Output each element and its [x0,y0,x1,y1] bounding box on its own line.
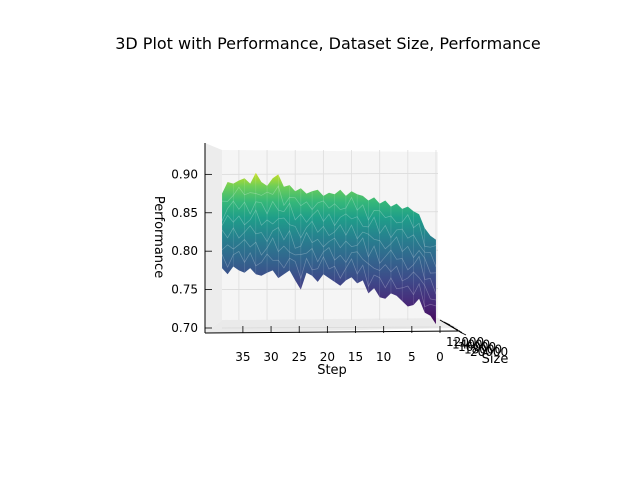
grid-line [221,172,439,175]
axes [204,143,467,336]
y-tick-label: 18000 [464,343,502,357]
z-tick-label: 0.75 [171,283,198,297]
surface-mesh-line [221,185,437,248]
grid-line [221,326,439,329]
z-axis-label: Performance [151,196,166,278]
x-tick-label: 20 [320,350,335,364]
surface-body [222,172,436,325]
surface-mesh-line [221,225,437,295]
surface [221,172,437,325]
side-pane [205,143,222,333]
x-tick-label: 30 [263,350,278,364]
x-axis-label: Step [317,363,347,378]
z-tick-label: 0.70 [171,321,198,335]
y-axis-label: Size [482,352,509,367]
surface-mesh-line [221,209,437,274]
z-tick-label: 0.85 [171,206,198,220]
y-tick-label: 20000 [470,345,508,359]
x-tick-label: 5 [408,350,416,364]
y-tick-mark [451,326,459,331]
x-tick-label: 35 [235,350,250,364]
z-tick-label: 0.80 [171,244,198,258]
chart-title: 3D Plot with Performance, Dataset Size, … [115,34,541,53]
x-tick-label: 0 [436,350,444,364]
x-tick-label: 10 [376,350,391,364]
y-tick-label: 12000 [446,335,484,349]
x-tick-label: 25 [292,350,307,364]
surface-mesh-line [221,250,437,308]
y-tick-mark [443,321,451,326]
y-tick-mark [459,331,467,336]
y-tick-mark [447,324,455,328]
x-axis-line [204,330,461,334]
floor-pane [205,318,458,333]
surface-mesh-line [221,237,437,301]
z-tick-label: 0.90 [171,167,198,181]
y-tick-mark [455,329,463,333]
surface-mesh-line [221,200,437,268]
x-tick-label: 15 [348,350,363,364]
tick-labels: 0.70 0.75 0.80 0.85 0.90 35 30 25 20 15 10 5 0120001… [171,167,508,364]
y-tick-label: 16000 [458,340,496,354]
y-tick-label: 14000 [452,338,490,352]
